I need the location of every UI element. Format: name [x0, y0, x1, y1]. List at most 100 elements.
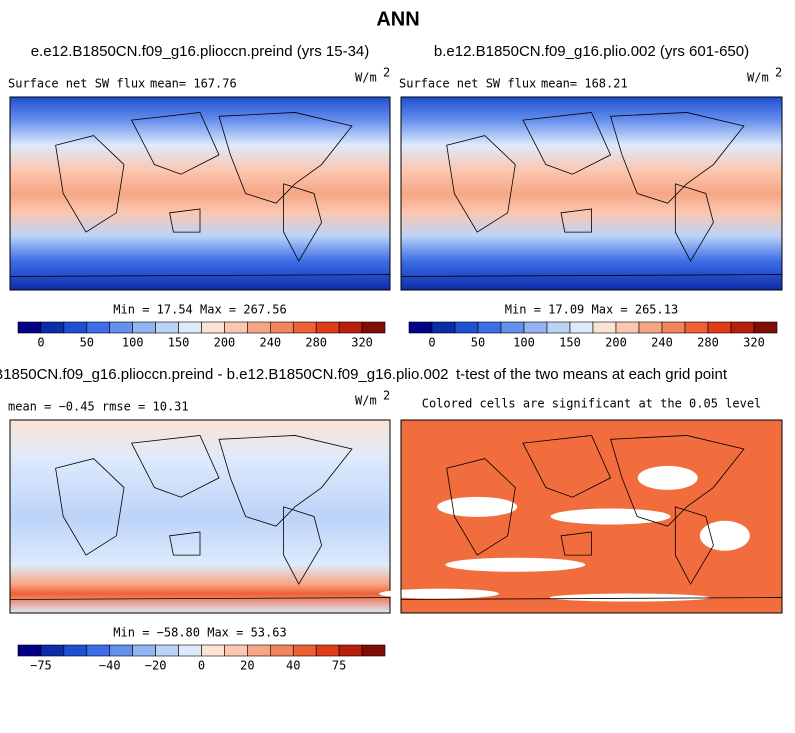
colorbar-box [661, 321, 686, 334]
colorbar-box [201, 644, 225, 657]
panel-title: b.e12.B1850CN.f09_g16.plio.002 (yrs 601-… [434, 43, 749, 60]
colorbar-box [17, 321, 42, 334]
colorbar-tick-label: 240 [651, 336, 673, 350]
panel-title: e.e12.B1850CN.f09_g16.plioccn.preind (yr… [31, 43, 370, 60]
colorbar-tick-label: 0 [37, 336, 44, 350]
units: W/m [355, 394, 377, 408]
coastline [169, 531, 201, 556]
map-frame [400, 96, 783, 291]
colorbar-box [592, 321, 617, 334]
colorbar-box [408, 321, 433, 334]
colorbar-box [615, 321, 640, 334]
colorbar-box [270, 321, 294, 334]
colorbar-box [454, 321, 479, 334]
colorbar-tick-label: −20 [145, 659, 167, 673]
colorbar-box [63, 321, 88, 334]
colorbar-box [155, 644, 179, 657]
coastline [674, 183, 714, 262]
nonsignificant-area [550, 508, 671, 525]
panel-left-label: mean = −0.45 rmse = 10.31 [8, 400, 189, 414]
colorbar-tick-label: 75 [332, 659, 346, 673]
map-field [10, 97, 390, 290]
nonsignificant-area [637, 465, 698, 490]
colorbar-box [201, 321, 225, 334]
colorbar-box [546, 321, 571, 334]
coastline [283, 506, 323, 585]
colorbar-tick-label: 200 [605, 336, 627, 350]
colorbar-box [132, 321, 156, 334]
map-frame [400, 419, 783, 614]
colorbar-tick-label: 240 [259, 336, 281, 350]
panel-title: t-test of the two means at each grid poi… [456, 366, 728, 383]
colorbar-box [338, 321, 363, 334]
coastline [130, 112, 220, 175]
colorbar-box [40, 644, 65, 657]
panel-mean: mean= 167.76 [150, 77, 237, 91]
units-sup: 2 [775, 66, 782, 80]
nonsignificant-area [445, 557, 586, 572]
min-max: Min = 17.54 Max = 267.56 [113, 303, 286, 317]
colorbar-box [155, 321, 179, 334]
colorbar-box [361, 644, 386, 657]
colorbar-box [753, 321, 778, 334]
map-frame [9, 96, 391, 291]
colorbar-box [247, 644, 271, 657]
units-sup: 2 [383, 389, 390, 403]
colorbar-tick-label: 40 [286, 659, 300, 673]
colorbar-box [361, 321, 386, 334]
colorbar-tick-label: 20 [240, 659, 254, 673]
coastline [522, 112, 612, 175]
min-max: Min = 17.09 Max = 265.13 [505, 303, 678, 317]
colorbar-box [17, 644, 42, 657]
panel-subtitle: Colored cells are significant at the 0.0… [422, 397, 762, 411]
colorbar-box [132, 644, 156, 657]
panel-title: e.e12.B1850CN.f09_g16.plioccn.preind - b… [0, 366, 449, 383]
colorbar-box [477, 321, 502, 334]
map-frame [9, 419, 391, 614]
nonsignificant-area [379, 588, 500, 599]
colorbar-tick-label: −75 [30, 659, 52, 673]
figure-title: ANN [376, 8, 419, 30]
colorbar-tick-label: 0 [428, 336, 435, 350]
colorbar-box [292, 321, 317, 334]
coastline [400, 597, 783, 600]
colorbar-box [431, 321, 456, 334]
coastline [218, 112, 353, 204]
panel-left-label: Surface net SW flux [399, 77, 536, 91]
colorbar-box [63, 644, 88, 657]
colorbar-tick-label: 0 [198, 659, 205, 673]
map-field [10, 420, 390, 613]
coastline [446, 135, 516, 233]
coastline [560, 531, 592, 556]
colorbar-tick-label: 320 [743, 336, 765, 350]
colorbar-box [730, 321, 755, 334]
colorbar-box [523, 321, 548, 334]
coastline [130, 435, 220, 498]
colorbar-tick-label: 320 [351, 336, 373, 350]
colorbar-box [178, 644, 202, 657]
min-max: Min = −58.80 Max = 53.63 [113, 626, 286, 640]
colorbar-tick-label: 200 [214, 336, 236, 350]
coastline [610, 435, 745, 527]
colorbar-box [500, 321, 525, 334]
colorbar-box [707, 321, 732, 334]
colorbar-tick-label: 280 [697, 336, 719, 350]
panel-mean: mean= 168.21 [541, 77, 628, 91]
coastline [610, 112, 745, 204]
colorbar-box [109, 644, 133, 657]
colorbar-tick-label: 280 [305, 336, 327, 350]
coastline [283, 183, 323, 262]
colorbar-box [86, 644, 111, 657]
coastline [560, 208, 592, 233]
nonsignificant-area [699, 520, 750, 551]
coastline [446, 458, 516, 556]
nonsignificant-area [437, 496, 518, 517]
coastline [9, 274, 391, 277]
colorbar-tick-label: 100 [513, 336, 535, 350]
coastline [218, 435, 353, 527]
colorbar-tick-label: 100 [122, 336, 144, 350]
coastline [55, 135, 125, 233]
colorbar-box [315, 321, 340, 334]
coastline [522, 435, 612, 498]
